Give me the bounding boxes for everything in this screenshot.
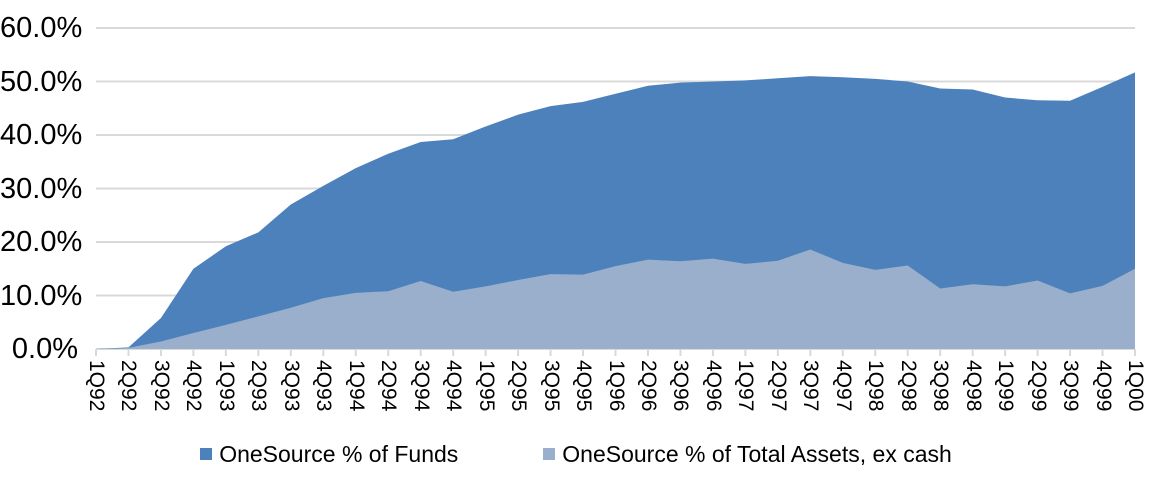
x-tick-label: 3Q96 — [669, 360, 693, 412]
x-tick-label: 3Q93 — [279, 360, 303, 412]
x-tick-label: 3Q94 — [409, 360, 433, 412]
x-tick-label: 1Q98 — [864, 360, 888, 412]
legend: OneSource % of Funds OneSource % of Tota… — [0, 438, 1152, 470]
x-tick-label: 2Q98 — [896, 360, 920, 412]
x-tick-label: 4Q99 — [1091, 360, 1115, 412]
assets-swatch-icon — [543, 448, 556, 460]
x-tick-label: 3Q95 — [539, 360, 563, 412]
x-tick-label: 4Q94 — [442, 360, 466, 412]
x-tick-label: 1Q96 — [604, 360, 628, 412]
x-tick-label: 3Q98 — [929, 360, 953, 412]
x-tick-label: 3Q92 — [149, 360, 173, 412]
x-tick-label: 4Q95 — [572, 360, 596, 412]
y-tick-label: 50.0% — [0, 65, 83, 98]
x-tick-label: 1Q95 — [474, 360, 498, 412]
x-tick-label: 4Q98 — [961, 360, 985, 412]
y-tick-label: 0.0% — [11, 333, 78, 365]
legend-item-assets: OneSource % of Total Assets, ex cash — [543, 441, 952, 468]
x-tick-label: 4Q93 — [312, 360, 336, 412]
x-tick-label: 2Q92 — [117, 360, 141, 412]
x-tick-label: 3Q99 — [1059, 360, 1083, 412]
area-series-1 — [96, 249, 1135, 349]
x-tick-label: 1Q00 — [1124, 360, 1147, 412]
x-tick-label: 2Q96 — [636, 360, 660, 412]
x-tick-label: 2Q93 — [247, 360, 271, 412]
x-tick-label: 4Q92 — [182, 360, 206, 412]
x-tick-label: 1Q99 — [994, 360, 1018, 412]
x-tick-label: 1Q97 — [734, 360, 758, 412]
x-tick-label: 2Q97 — [766, 360, 790, 412]
x-tick-label: 2Q94 — [377, 360, 401, 412]
legend-label-assets: OneSource % of Total Assets, ex cash — [562, 440, 952, 467]
legend-item-funds: OneSource % of Funds — [200, 441, 458, 468]
x-tick-label: 1Q92 — [85, 360, 108, 412]
x-tick-label: 4Q96 — [701, 360, 725, 412]
x-tick-label: 3Q97 — [799, 360, 823, 412]
y-tick-label: 60.0% — [0, 12, 83, 44]
y-tick-label: 30.0% — [0, 172, 83, 205]
y-tick-label: 20.0% — [0, 226, 83, 258]
funds-swatch-icon — [200, 448, 213, 460]
legend-label-funds: OneSource % of Funds — [219, 440, 459, 467]
plot-area — [95, 27, 1136, 356]
x-tick-label: 2Q95 — [507, 360, 531, 412]
y-tick-label: 10.0% — [0, 279, 83, 312]
x-tick-label: 2Q99 — [1026, 360, 1050, 412]
x-tick-label: 1Q93 — [214, 360, 238, 412]
y-tick-label: 40.0% — [0, 119, 83, 151]
x-tick-label: 4Q97 — [831, 360, 855, 412]
x-tick-label: 1Q94 — [344, 360, 368, 412]
